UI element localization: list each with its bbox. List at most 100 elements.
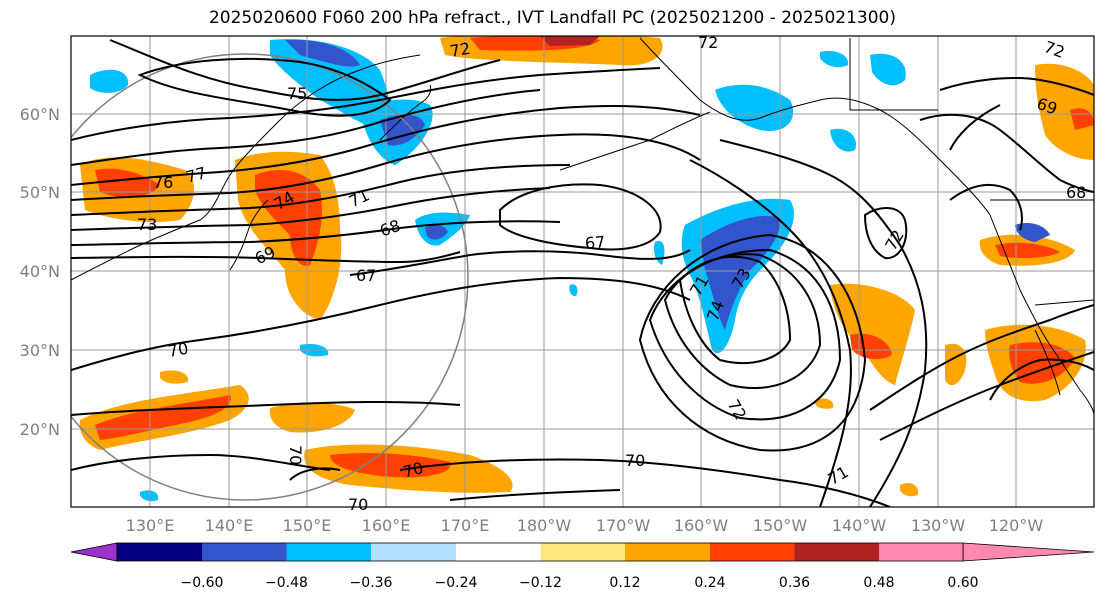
contour-line (869, 304, 1094, 411)
anomaly-patch (269, 402, 355, 433)
lon-label: 180°W (517, 516, 572, 535)
anomaly-patch (820, 50, 849, 68)
contour-line (949, 104, 1001, 151)
colorbar-extend-low (70, 542, 118, 562)
anomaly-patch (900, 483, 919, 497)
lon-label: 150°W (753, 516, 808, 535)
colorbar-tick-label: 0.60 (947, 575, 978, 591)
contour-line (71, 220, 561, 246)
border-canada (849, 38, 938, 111)
contour-label: 67 (356, 266, 376, 285)
lat-label: 40°N (20, 262, 60, 281)
contour-lines (71, 39, 1094, 507)
colorbar-segment (710, 543, 795, 561)
anomaly-patch (160, 370, 189, 384)
colorbar-tick-label: 0.36 (779, 575, 810, 591)
anomaly-patch (830, 283, 915, 385)
coastline-asia (71, 54, 421, 281)
contour-line (71, 164, 571, 216)
lat-label: 20°N (20, 420, 60, 439)
anomaly-patch (815, 398, 834, 409)
colorbar-frame (116, 542, 964, 562)
lat-label: 30°N (20, 341, 60, 360)
longitude-axis: 130°E 140°E 150°E 160°E 170°E 180°W 170°… (126, 516, 1044, 535)
anomaly-patch (95, 168, 160, 198)
lon-label: 140°W (832, 516, 887, 535)
anomaly-patch (870, 53, 906, 86)
colorbar-tick-label: −0.60 (181, 575, 224, 591)
lon-label: 160°W (674, 516, 729, 535)
contour-label: 70 (401, 458, 426, 482)
latitude-axis: 60°N 50°N 40°N 30°N 20°N (20, 105, 60, 439)
shading-layer (79, 36, 1094, 502)
contour-line (648, 248, 842, 421)
colorbar-tick-label: −0.12 (519, 575, 562, 591)
anomaly-patch (830, 128, 856, 152)
contour-label: 68 (1066, 183, 1086, 202)
anomaly-patch (850, 333, 892, 360)
map-border (70, 35, 1095, 508)
lon-label: 170°E (441, 516, 490, 535)
contour-label: 70 (286, 445, 305, 465)
anomaly-patch (1015, 223, 1050, 242)
contour-line (989, 358, 1094, 401)
contour-label: 75 (287, 84, 307, 103)
contour-line (449, 489, 621, 501)
coastline-alaska (639, 37, 991, 216)
lon-label: 150°E (283, 516, 332, 535)
contour-line (71, 453, 331, 471)
colorbar-tick-label: 0.12 (609, 575, 640, 591)
colorbar-segment (794, 543, 879, 561)
colorbar-segment (456, 543, 541, 561)
contour-label: 73 (137, 215, 157, 234)
contour-line (719, 139, 928, 507)
coastline-baja (1034, 329, 1061, 396)
contour-label: 72 (448, 39, 471, 61)
colorbar-tick-label: −0.24 (435, 575, 478, 591)
lon-label: 130°W (911, 516, 966, 535)
anomaly-patch (255, 170, 322, 266)
lon-label: 120°W (989, 516, 1044, 535)
contour-line (71, 251, 461, 264)
contour-line (638, 233, 867, 452)
contour-label: 70 (348, 495, 368, 514)
contour-label: 76 (153, 173, 173, 192)
contour-line (71, 89, 541, 166)
contour-line (689, 159, 852, 507)
contour-line (349, 249, 691, 276)
contour-line (71, 67, 661, 141)
anomaly-patch (425, 224, 448, 240)
region-circle (71, 53, 469, 501)
contour-line (71, 400, 461, 416)
anomaly-patch (569, 284, 578, 297)
contour-line (137, 57, 392, 117)
colorbar-segment (286, 543, 371, 561)
contour-line (949, 183, 1023, 231)
contour-line (678, 255, 792, 364)
map-title: 2025020600 F060 200 hPa refract., IVT La… (208, 8, 896, 28)
colorbar: −0.60 −0.48 −0.36 −0.24 −0.12 0.12 0.24 … (70, 542, 1095, 591)
anomaly-patch (995, 242, 1060, 259)
colorbar-tick-label: 0.48 (863, 575, 894, 591)
colorbar-segment (371, 543, 456, 561)
contour-line (71, 187, 551, 231)
anomaly-patch (700, 216, 781, 330)
anomaly-patch (540, 36, 600, 46)
colorbar-segment (202, 543, 287, 561)
anomaly-patch (90, 69, 129, 93)
border-mexico (1034, 299, 1094, 306)
contour-line (109, 39, 501, 101)
gridlines (71, 36, 1094, 507)
coastline-na-west (989, 214, 1094, 416)
contour-line (863, 207, 908, 260)
contour-label: 70 (166, 339, 189, 361)
anomaly-patch (715, 84, 794, 131)
anomaly-patch (140, 490, 159, 502)
lon-label: 170°W (596, 516, 651, 535)
colorbar-segment (540, 543, 625, 561)
anomaly-patch (285, 39, 360, 67)
lat-label: 50°N (20, 183, 60, 202)
contour-label: 70 (625, 451, 645, 470)
anomaly-patch (330, 452, 451, 478)
